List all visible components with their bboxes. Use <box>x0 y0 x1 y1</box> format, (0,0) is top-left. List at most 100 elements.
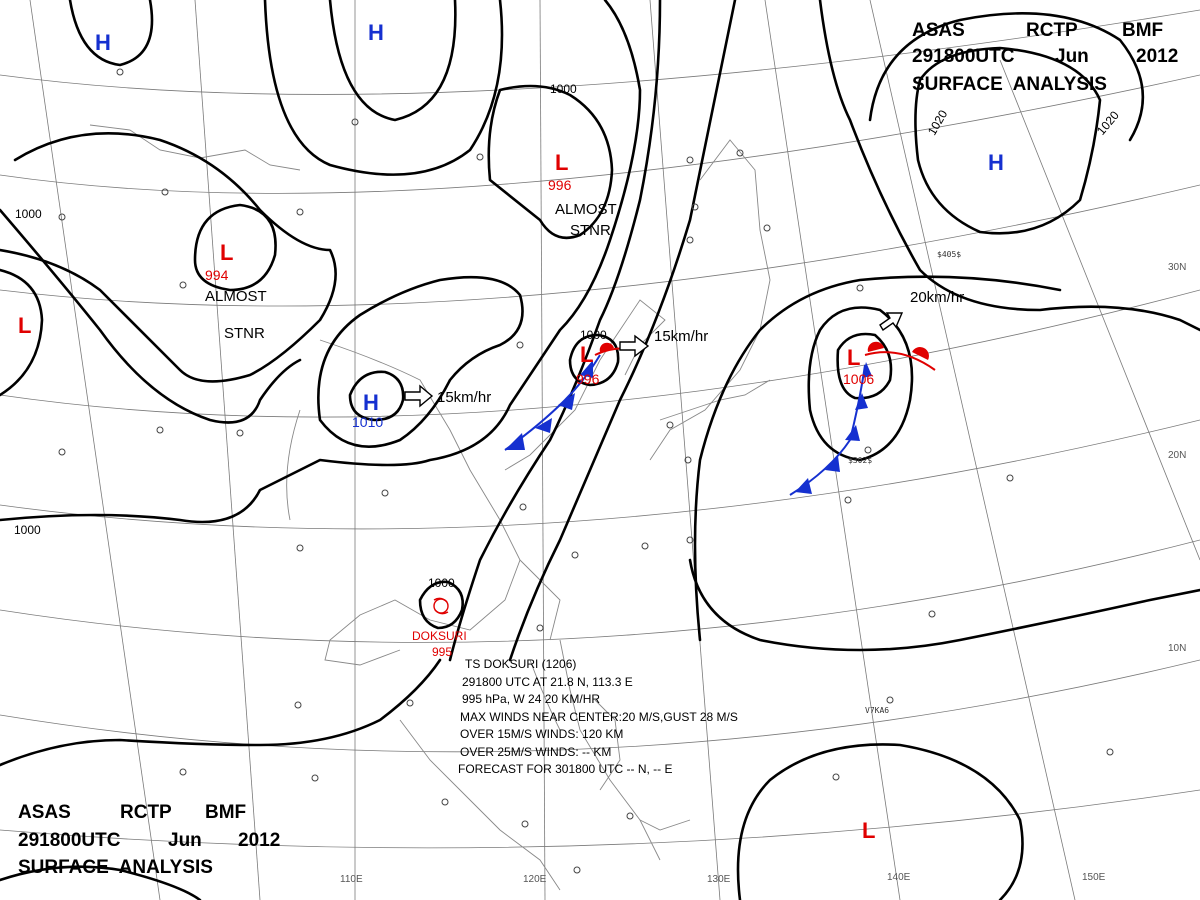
longitude-label: 140E <box>887 872 911 883</box>
isobar <box>328 0 457 122</box>
bulletin-line: 291800 UTC AT 21.8 N, 113.3 E <box>462 675 633 689</box>
stnr-note: ALMOST <box>555 201 617 218</box>
high-centers: H H H 1010 H <box>95 20 1004 430</box>
isobar <box>193 203 277 292</box>
longitude-label: 120E <box>523 874 547 885</box>
ship-code: $302$ <box>848 456 872 465</box>
header-year: 2012 <box>238 830 280 851</box>
low-label: L <box>220 240 233 265</box>
isobar <box>418 580 464 630</box>
isobar-label: 1000 <box>550 82 577 96</box>
cold-front <box>504 354 601 451</box>
high-pressure: 1010 <box>352 414 383 430</box>
longitude-label: 150E <box>1082 872 1106 883</box>
isobar <box>317 275 524 448</box>
high-label: H <box>95 30 111 55</box>
low-label: L <box>862 818 875 843</box>
ship-code: V7KA6 <box>865 706 889 715</box>
typhoon-marker: DOKSURI 995 <box>412 597 467 659</box>
header-title: SURFACE ANALYSIS <box>912 74 1107 95</box>
isobar <box>0 268 44 397</box>
isobar <box>68 0 154 67</box>
header-station: RCTP <box>120 802 172 823</box>
low-label: L <box>580 342 593 367</box>
low-pressure: 1006 <box>843 371 874 387</box>
bulletin-line: 995 hPa, W 24 20 KM/HR <box>462 692 600 706</box>
header-code: BMF <box>1122 20 1163 41</box>
isobar-label: 1000 <box>580 328 607 342</box>
bulletin-line: OVER 25M/S WINDS: -- KM <box>460 745 611 759</box>
isobar <box>568 333 620 387</box>
latitude-label: 10N <box>1168 643 1186 654</box>
isobar <box>0 658 442 767</box>
low-centers: L 996 ALMOST STNR L 994 ALMOST STNR L L … <box>18 150 875 843</box>
motion-speed: 20km/hr <box>910 289 964 306</box>
motion-vectors: 15km/hr 15km/hr 20km/hr <box>404 289 964 408</box>
longitude-label: 110E <box>340 874 363 885</box>
header-top: ASAS RCTP BMF 291800UTC Jun 2012 SURFACE… <box>912 20 1178 95</box>
bulletin-line: MAX WINDS NEAR CENTER:20 M/S,GUST 28 M/S <box>460 710 738 724</box>
high-label: H <box>363 390 379 415</box>
motion-speed: 15km/hr <box>654 328 708 345</box>
header-agency: ASAS <box>18 802 71 823</box>
isobar-label: 1000 <box>14 523 41 537</box>
isobar <box>0 865 202 900</box>
isobar <box>693 275 1062 642</box>
low-pressure: 996 <box>548 177 572 193</box>
bulletin-line: TS DOKSURI (1206) <box>465 657 576 671</box>
isobar <box>0 208 302 424</box>
isobar <box>736 743 1024 900</box>
low-pressure: 996 <box>576 371 600 387</box>
isobar <box>914 46 1102 235</box>
latitude-label: 20N <box>1168 450 1186 461</box>
isobar <box>688 558 1200 652</box>
ship-codes: V7KA6 $302$ $405$ <box>848 250 961 715</box>
isobar-label: 1000 <box>15 207 42 221</box>
header-bottom: ASAS RCTP BMF 291800UTC Jun 2012 SURFACE… <box>18 802 280 878</box>
stnr-note: STNR <box>224 325 265 342</box>
isobar <box>448 0 662 662</box>
station-plots <box>58 68 1114 874</box>
ship-code: $405$ <box>937 250 961 259</box>
isobar <box>0 132 337 383</box>
isobar <box>868 12 1145 142</box>
warm-front-east <box>864 341 936 371</box>
low-label: L <box>18 313 31 338</box>
motion-speed: 15km/hr <box>437 389 491 406</box>
stnr-note: ALMOST <box>205 288 267 305</box>
header-year: 2012 <box>1136 46 1178 67</box>
high-label: H <box>988 150 1004 175</box>
header-month: Jun <box>1055 46 1089 67</box>
bulletin-line: FORECAST FOR 301800 UTC -- N, -- E <box>458 762 672 776</box>
stnr-note: STNR <box>570 222 611 239</box>
header-title: SURFACE ANALYSIS <box>18 857 213 878</box>
isobar <box>818 0 1200 332</box>
header-month: Jun <box>168 830 202 851</box>
header-time: 291800UTC <box>912 46 1015 67</box>
isobar <box>508 0 737 662</box>
cold-front-east <box>789 362 872 496</box>
low-label: L <box>847 345 860 370</box>
header-station: RCTP <box>1026 20 1078 41</box>
isobar <box>807 306 914 462</box>
header-code: BMF <box>205 802 246 823</box>
high-label: H <box>368 20 384 45</box>
isobar <box>487 84 614 240</box>
isobar-label: 1000 <box>428 576 455 590</box>
low-label: L <box>555 150 568 175</box>
graticule-labels: 110E 120E 130E 140E 150E 30N 20N 10N <box>340 262 1186 885</box>
isobar <box>348 370 405 422</box>
header-agency: ASAS <box>912 20 965 41</box>
low-pressure: 994 <box>205 267 229 283</box>
isobar <box>836 332 893 400</box>
bulletin-line: OVER 15M/S WINDS: 120 KM <box>460 727 623 741</box>
header-time: 291800UTC <box>18 830 121 851</box>
typhoon-bulletin: TS DOKSURI (1206) 291800 UTC AT 21.8 N, … <box>458 657 738 776</box>
isobar <box>0 0 642 524</box>
isobar <box>263 0 504 176</box>
typhoon-pressure: 995 <box>432 645 452 659</box>
longitude-label: 130E <box>707 874 731 885</box>
